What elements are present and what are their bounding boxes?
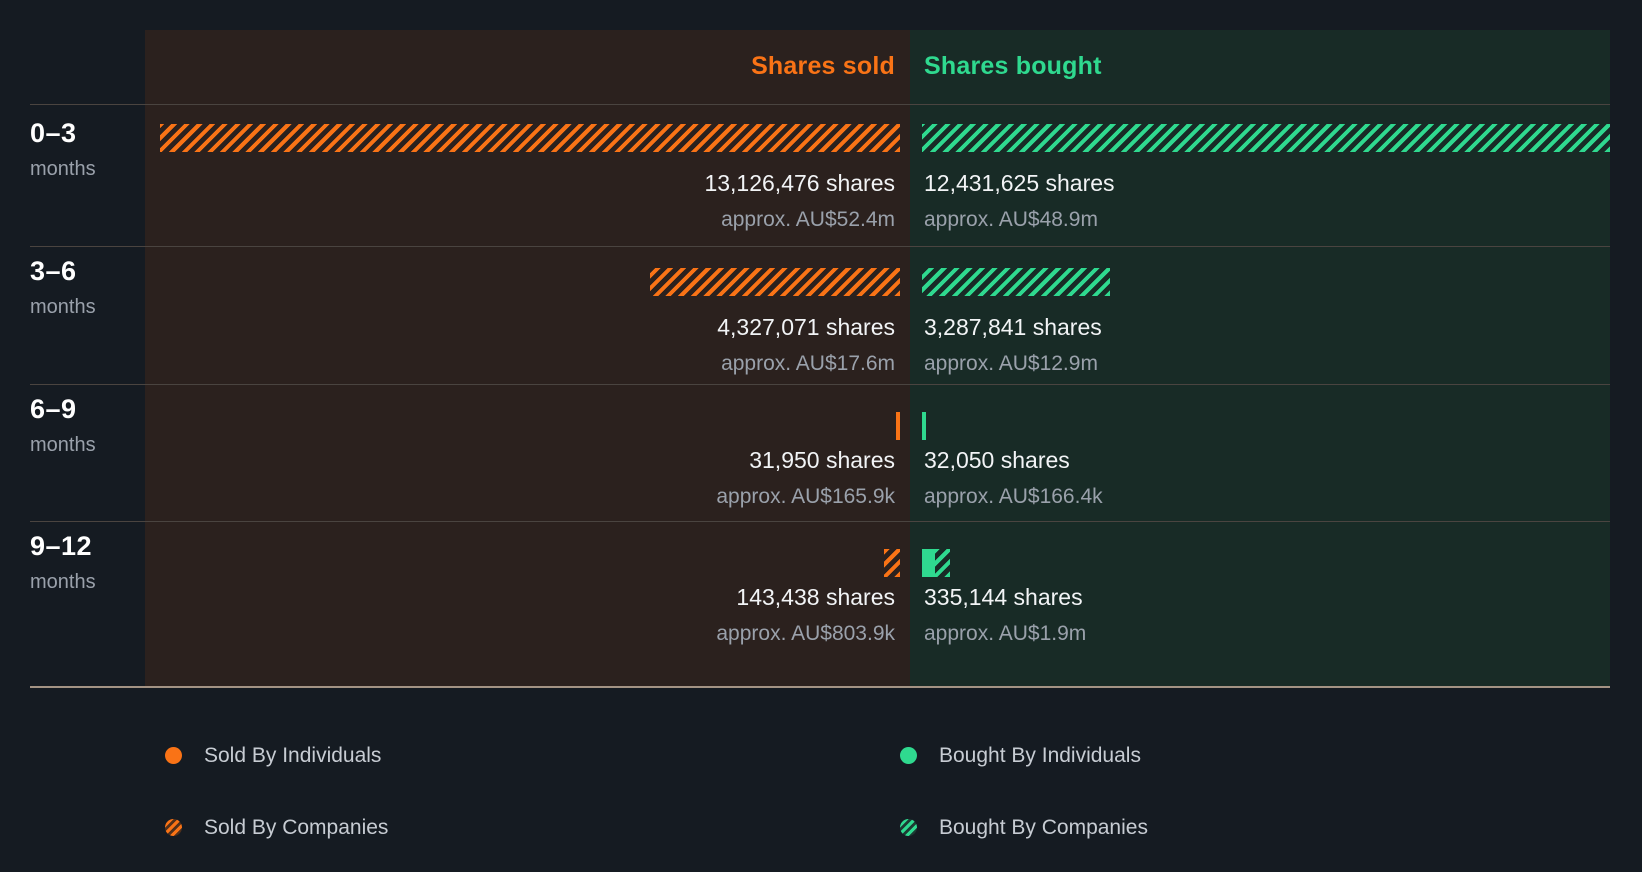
row-range: 9–12 [30, 531, 93, 561]
row-range-unit: months [30, 571, 96, 593]
row-label-3-6-months: 3–6 months [30, 256, 140, 318]
value-approx: approx. AU$48.9m [924, 208, 1098, 231]
legend-label: Bought By Individuals [939, 744, 1141, 767]
hatched-green-dot-icon [900, 819, 917, 836]
bar-sold-3-6-months [650, 268, 900, 296]
legend-item-bought-by-companies[interactable]: Bought By Companies [900, 817, 1148, 838]
row-label-0-3-months: 0–3 months [30, 118, 140, 180]
value-approx: approx. AU$12.9m [924, 352, 1098, 375]
value-shares: 32,050 shares [924, 447, 1070, 473]
legend-item-bought-by-individuals[interactable]: Bought By Individuals [900, 745, 1141, 766]
value-shares: 143,438 shares [736, 584, 895, 610]
value-approx: approx. AU$52.4m [721, 208, 895, 231]
solid-green-dot-icon [900, 747, 917, 764]
row-range: 0–3 [30, 118, 77, 148]
value-shares: 12,431,625 shares [924, 170, 1115, 196]
bar-sold-9-12-months [884, 549, 900, 577]
row-range-unit: months [30, 158, 96, 180]
value-shares: 335,144 shares [924, 584, 1083, 610]
value-sold-0-3-months: 13,126,476 shares approx. AU$52.4m [145, 170, 895, 231]
bar-bought-9-12-months-companies [935, 549, 950, 577]
chart-bottom-border [30, 686, 1610, 688]
row-range: 6–9 [30, 394, 77, 424]
solid-orange-dot-icon [165, 747, 182, 764]
legend-label: Sold By Individuals [204, 744, 382, 767]
row-range: 3–6 [30, 256, 77, 286]
legend-label: Bought By Companies [939, 816, 1148, 839]
bar-sold-0-3-months [160, 124, 900, 152]
value-approx: approx. AU$803.9k [716, 622, 895, 645]
bar-bought-6-9-months [922, 412, 926, 440]
value-approx: approx. AU$165.9k [716, 485, 895, 508]
row-divider-1 [30, 246, 1610, 247]
row-range-unit: months [30, 434, 96, 456]
value-bought-0-3-months: 12,431,625 shares approx. AU$48.9m [924, 170, 1115, 231]
hatched-orange-dot-icon [165, 819, 182, 836]
value-shares: 4,327,071 shares [717, 314, 895, 340]
row-divider-2 [30, 384, 1610, 385]
value-sold-3-6-months: 4,327,071 shares approx. AU$17.6m [145, 314, 895, 375]
row-divider-top [30, 104, 1610, 105]
value-shares: 13,126,476 shares [704, 170, 895, 196]
bar-bought-0-3-months [922, 124, 1610, 152]
column-header-shares-sold: Shares sold [751, 52, 895, 80]
bar-bought-3-6-months [922, 268, 1110, 296]
value-approx: approx. AU$17.6m [721, 352, 895, 375]
value-approx: approx. AU$1.9m [924, 622, 1087, 645]
bar-sold-6-9-months [896, 412, 900, 440]
value-bought-3-6-months: 3,287,841 shares approx. AU$12.9m [924, 314, 1102, 375]
value-sold-9-12-months: 143,438 shares approx. AU$803.9k [145, 584, 895, 645]
row-label-6-9-months: 6–9 months [30, 394, 140, 456]
column-header-shares-bought: Shares bought [924, 52, 1102, 80]
value-bought-9-12-months: 335,144 shares approx. AU$1.9m [924, 584, 1087, 645]
row-range-unit: months [30, 296, 96, 318]
legend-item-sold-by-companies[interactable]: Sold By Companies [165, 817, 388, 838]
value-sold-6-9-months: 31,950 shares approx. AU$165.9k [145, 447, 895, 508]
value-bought-6-9-months: 32,050 shares approx. AU$166.4k [924, 447, 1103, 508]
bar-bought-9-12-months-individuals [922, 549, 935, 577]
legend-item-sold-by-individuals[interactable]: Sold By Individuals [165, 745, 381, 766]
value-shares: 3,287,841 shares [924, 314, 1102, 340]
row-divider-3 [30, 521, 1610, 522]
value-shares: 31,950 shares [749, 447, 895, 473]
row-label-9-12-months: 9–12 months [30, 531, 140, 593]
value-approx: approx. AU$166.4k [924, 485, 1103, 508]
legend-label: Sold By Companies [204, 816, 389, 839]
